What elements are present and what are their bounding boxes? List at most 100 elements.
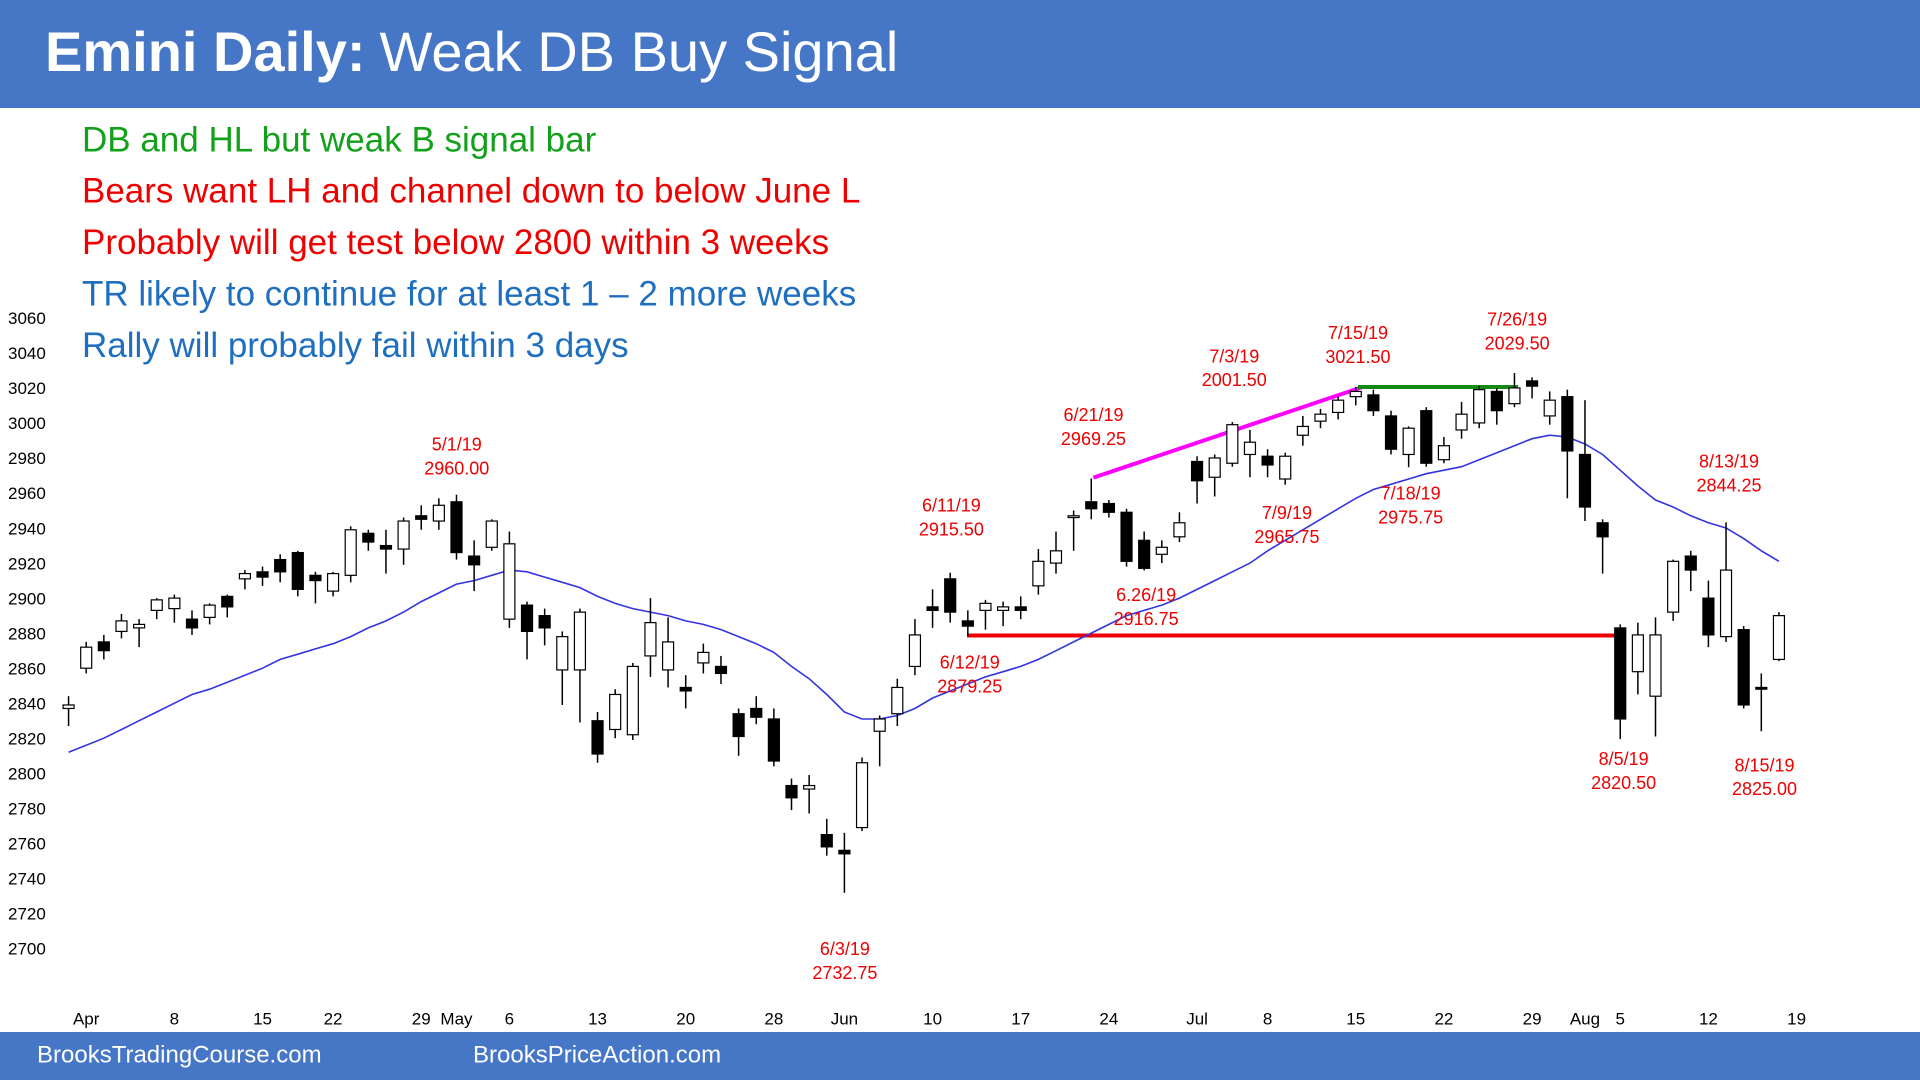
y-tick-label: 3060: [8, 309, 46, 328]
candle-body: [1649, 634, 1662, 697]
annotation: 2732.75: [812, 963, 877, 983]
candle-body: [1543, 399, 1556, 417]
title-lead: Emini Daily:: [45, 20, 366, 83]
candle-body: [1614, 627, 1627, 720]
candle-body: [503, 543, 516, 620]
candle-body: [291, 551, 304, 590]
annotation: 8/5/19: [1599, 749, 1649, 769]
note: Probably will get test below 2800 within…: [82, 223, 829, 262]
annotation: 8/15/19: [1734, 755, 1794, 775]
x-tick-label: 24: [1099, 1009, 1118, 1028]
candle-body: [326, 572, 340, 592]
candle-body: [397, 520, 410, 550]
candle-body: [538, 615, 551, 629]
candle-body: [168, 597, 181, 610]
candle-body: [1420, 410, 1433, 464]
candle-body: [1384, 415, 1398, 450]
candle-body: [80, 646, 93, 669]
x-tick-label: 22: [1434, 1009, 1453, 1028]
annotation: 2915.50: [919, 520, 984, 540]
title-text: Weak DB Buy Signal: [380, 20, 899, 83]
candle-body: [1032, 560, 1045, 587]
annotation: 3021.50: [1325, 347, 1390, 367]
annotation: 7/18/19: [1381, 483, 1441, 503]
candle-body: [1243, 441, 1257, 456]
candle-body: [944, 578, 957, 613]
y-tick-label: 3020: [8, 379, 46, 398]
candle-body: [1190, 460, 1204, 482]
candle-body: [1473, 389, 1486, 424]
candle-body: [185, 618, 199, 629]
candle-body: [1437, 445, 1451, 461]
candle-body: [1561, 396, 1574, 452]
candle-body: [485, 520, 498, 548]
candle-body: [1296, 425, 1309, 436]
annotation: 2029.50: [1485, 333, 1550, 353]
candle-body: [1085, 501, 1098, 510]
x-tick-label: 15: [253, 1009, 272, 1028]
candle-body: [450, 501, 463, 554]
candle-body: [661, 641, 675, 671]
candle-body: [573, 611, 587, 671]
y-tick-label: 3040: [8, 344, 46, 363]
candle-body: [1631, 634, 1644, 673]
annotation: 7/9/19: [1262, 503, 1312, 523]
candle-body: [908, 634, 922, 668]
candle-body: [838, 849, 851, 855]
annotation: 5/1/19: [432, 434, 482, 454]
candle-body: [891, 686, 904, 715]
x-tick-label: 19: [1787, 1009, 1806, 1028]
candle-body: [238, 572, 251, 580]
candle-body: [1173, 522, 1186, 538]
candle-body: [150, 599, 163, 611]
moving-average: [68, 434, 1780, 754]
annotation: 8/13/19: [1699, 452, 1759, 472]
x-tick-label: 22: [324, 1009, 343, 1028]
x-tick-label: 5: [1616, 1009, 1625, 1028]
annotation: 6/21/19: [1063, 405, 1123, 425]
x-tick-label: 17: [1011, 1009, 1030, 1028]
candle-body: [609, 693, 622, 731]
y-tick-label: 2740: [8, 870, 46, 889]
candle-body: [1596, 522, 1609, 538]
candle-body: [820, 833, 833, 848]
annotation: 2825.00: [1732, 779, 1797, 799]
annotation: 2965.75: [1254, 527, 1319, 547]
candle-body: [855, 762, 869, 829]
candle-body: [309, 574, 322, 582]
note: Bears want LH and channel down to below …: [82, 172, 860, 211]
annotation: 6/3/19: [820, 939, 870, 959]
candle-body: [714, 665, 728, 675]
candle-body: [1755, 686, 1768, 690]
candle-body: [1226, 424, 1239, 464]
candle-body: [415, 515, 428, 520]
candle-body: [997, 606, 1010, 611]
candle-body: [803, 784, 816, 790]
note: Rally will probably fail within 3 days: [82, 326, 629, 365]
note: TR likely to continue for at least 1 – 2…: [82, 275, 856, 314]
candle-body: [1261, 455, 1274, 466]
candle-body: [873, 718, 886, 732]
candle-body: [1102, 502, 1115, 513]
y-tick-label: 2900: [8, 589, 46, 608]
candle-body: [961, 620, 974, 627]
candle-body: [926, 606, 939, 611]
candle-body: [1049, 550, 1063, 564]
candle-body: [1508, 387, 1521, 405]
y-tick-label: 3000: [8, 414, 46, 433]
candle-body: [1314, 413, 1327, 422]
candle-body: [1120, 511, 1133, 562]
y-tick-label: 2780: [8, 800, 46, 819]
candle-body: [767, 718, 780, 762]
note: DB and HL but weak B signal bar: [82, 120, 597, 159]
x-tick-label: 20: [676, 1009, 695, 1028]
chart-title: Emini Daily: Weak DB Buy Signal: [45, 20, 898, 83]
candle-body: [1684, 555, 1697, 571]
y-tick-label: 2880: [8, 624, 46, 643]
annotation: 2975.75: [1378, 507, 1443, 527]
candle-body: [679, 686, 692, 692]
annotation: 6/12/19: [940, 652, 1000, 672]
y-tick-label: 2840: [8, 694, 46, 713]
x-tick-label: 8: [1263, 1009, 1272, 1028]
candle-body: [115, 620, 128, 632]
